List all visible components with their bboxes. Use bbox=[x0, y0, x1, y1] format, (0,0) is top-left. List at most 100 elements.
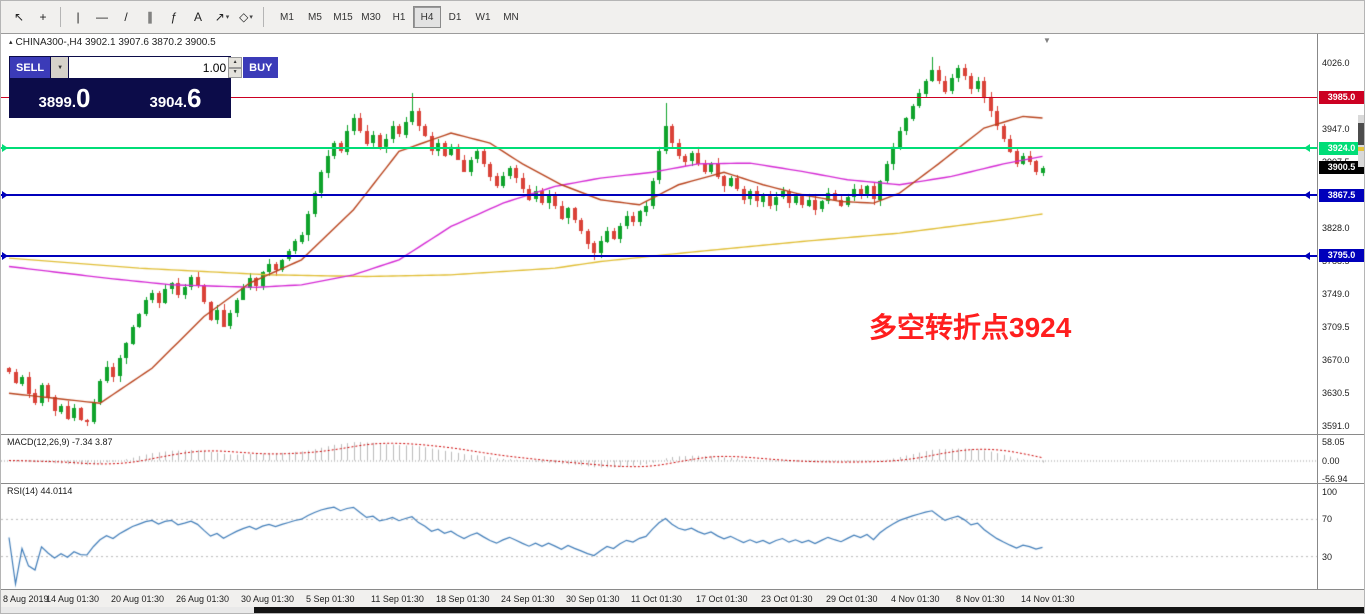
line-end-marker bbox=[2, 144, 8, 152]
timeframe-m30[interactable]: M30 bbox=[361, 11, 381, 23]
time-label: 26 Aug 01:30 bbox=[176, 594, 230, 604]
chart-annotation-text[interactable]: 多空转折点3924 bbox=[869, 312, 1072, 343]
sell-price[interactable]: 3899. 0 bbox=[10, 79, 119, 117]
taskbar-strip bbox=[254, 607, 1364, 613]
line-end-marker bbox=[1304, 191, 1310, 199]
time-label: 8 Aug 2019 bbox=[3, 594, 49, 604]
trade-prices-row: 3899. 0 3904. 6 bbox=[10, 79, 230, 117]
rsi-label: RSI(14) 44.0114 bbox=[7, 486, 73, 496]
timeframe-w1[interactable]: W1 bbox=[475, 11, 491, 23]
dropdown-caret-icon: ▾ bbox=[225, 14, 230, 21]
price-badge-3924.0: 3924.0 bbox=[1319, 142, 1364, 155]
panel-separator[interactable] bbox=[1, 434, 1364, 435]
timeframe-h4[interactable]: H4 bbox=[413, 6, 441, 28]
toolbar: ↖ + | — / ∥ ƒ A ↗ ▾ ◇ ▾ M1 M5 M15 M30 H1 H4 D1 W1 MN bbox=[1, 1, 1364, 34]
ohlc-marker-icon: ▴ bbox=[9, 39, 13, 46]
timeframe-d1[interactable]: D1 bbox=[448, 11, 462, 23]
panel-separator[interactable] bbox=[1, 483, 1364, 484]
volume-up-button[interactable]: ▲ bbox=[228, 57, 243, 68]
price-tick: 4026.0 bbox=[1322, 58, 1350, 68]
bottom-strip bbox=[1, 607, 254, 613]
price-tick: 3947.0 bbox=[1322, 123, 1350, 134]
time-label: 24 Sep 01:30 bbox=[501, 594, 555, 604]
equidistant-channel-icon[interactable]: ∥ bbox=[147, 10, 153, 24]
price-tick: 3749.0 bbox=[1322, 289, 1350, 300]
time-label: 29 Oct 01:30 bbox=[826, 594, 878, 604]
time-label: 17 Oct 01:30 bbox=[696, 594, 748, 604]
shapes-icon[interactable]: ◇ ▾ bbox=[239, 10, 253, 24]
order-type-dropdown[interactable]: ▼ bbox=[51, 57, 69, 78]
price-tick: 3709.5 bbox=[1322, 321, 1350, 332]
price-badge-3985.0: 3985.0 bbox=[1319, 91, 1364, 104]
sell-button[interactable]: SELL bbox=[10, 57, 51, 78]
chart-header: ▴ CHINA300-,H4 3902.1 3907.6 3870.2 3900.… bbox=[9, 37, 216, 48]
time-label: 8 Nov 01:30 bbox=[956, 594, 1005, 604]
rsi-axis-label: 70 bbox=[1322, 514, 1333, 525]
time-label: 5 Sep 01:30 bbox=[306, 594, 355, 604]
timeframe-mn[interactable]: MN bbox=[503, 11, 519, 23]
time-label: 14 Nov 01:30 bbox=[1021, 594, 1075, 604]
rsi-axis-label: 30 bbox=[1322, 551, 1333, 562]
price-tick: 3630.5 bbox=[1322, 387, 1350, 398]
time-label: 4 Nov 01:30 bbox=[891, 594, 940, 604]
horizontal-line-icon[interactable]: — bbox=[96, 10, 108, 24]
time-label: 11 Sep 01:30 bbox=[371, 594, 424, 604]
buy-price-pip: 6 bbox=[187, 83, 202, 113]
timeframe-m15[interactable]: M15 bbox=[333, 11, 353, 23]
price-line-3985.0[interactable] bbox=[1, 97, 1317, 98]
volume-field: ▲ ▼ bbox=[69, 57, 243, 78]
timeframe-h1[interactable]: H1 bbox=[392, 11, 406, 23]
price-tick: 3828.0 bbox=[1322, 223, 1350, 234]
line-end-marker bbox=[2, 252, 8, 260]
time-label: 30 Aug 01:30 bbox=[241, 594, 295, 604]
scrollbar-thumb[interactable] bbox=[1358, 123, 1364, 145]
price-line-3924.0[interactable] bbox=[1, 147, 1317, 149]
arrows-icon[interactable]: ↗ ▾ bbox=[214, 10, 230, 24]
price-line-3867.5[interactable] bbox=[1, 194, 1317, 196]
time-label: 14 Aug 01:30 bbox=[46, 594, 100, 604]
sell-price-pip: 0 bbox=[76, 83, 91, 113]
macd-axis-label: -56.94 bbox=[1322, 474, 1348, 485]
time-label: 20 Aug 01:30 bbox=[111, 594, 165, 604]
trendline-icon[interactable]: / bbox=[124, 10, 128, 24]
macd-panel[interactable] bbox=[1, 435, 1317, 483]
time-axis[interactable]: 8 Aug 2019 14 Aug 01:30 20 Aug 01:30 26 Aug… bbox=[1, 589, 1364, 607]
one-click-trading-widget: SELL ▼ ▲ ▼ BUY 3899.0 3904.6 bbox=[9, 56, 279, 118]
volume-spinner: ▲ ▼ bbox=[228, 57, 243, 78]
time-label: 23 Oct 01:30 bbox=[761, 594, 813, 604]
time-label: 11 Oct 01:30 bbox=[631, 594, 682, 604]
crosshair-icon[interactable]: + bbox=[39, 10, 47, 24]
cursor-icon[interactable]: ↖ bbox=[13, 10, 25, 24]
price-line-3795.0[interactable] bbox=[1, 255, 1317, 257]
price-tick: 3670.0 bbox=[1322, 354, 1350, 365]
volume-input[interactable] bbox=[69, 57, 229, 78]
timeframe-m1[interactable]: M1 bbox=[280, 11, 294, 23]
scroll-to-end-icon[interactable]: ▼ bbox=[1043, 36, 1051, 45]
symbol-ohlc-text: CHINA300-,H4 3902.1 3907.6 3870.2 3900.5 bbox=[15, 37, 216, 48]
timeframe-buttons: M1 M5 M15 M30 H1 H4 D1 W1 MN bbox=[273, 6, 525, 28]
dropdown-caret-icon: ▾ bbox=[249, 14, 253, 21]
chart-area[interactable]: ▴ CHINA300-,H4 3902.1 3907.6 3870.2 3900.… bbox=[1, 34, 1317, 434]
fibonacci-icon[interactable]: ƒ bbox=[170, 10, 178, 24]
buy-price-base: 3904. bbox=[149, 94, 188, 111]
price-axis-separator bbox=[1317, 34, 1318, 607]
text-label-icon[interactable]: A bbox=[193, 10, 202, 24]
time-label: 30 Sep 01:30 bbox=[566, 594, 620, 604]
line-end-marker bbox=[1304, 252, 1310, 260]
rsi-panel[interactable] bbox=[1, 484, 1317, 589]
price-badge-3900.5: 3900.5 bbox=[1319, 161, 1364, 174]
scrollbar-marker bbox=[1358, 147, 1364, 151]
trade-controls-row: SELL ▼ ▲ ▼ BUY bbox=[10, 57, 279, 78]
toolbar-separator bbox=[263, 7, 264, 27]
price-tick: 3591.0 bbox=[1322, 420, 1350, 431]
line-end-marker bbox=[2, 191, 8, 199]
toolbar-separator bbox=[60, 7, 61, 27]
price-badge-3867.5: 3867.5 bbox=[1319, 189, 1364, 202]
volume-down-button[interactable]: ▼ bbox=[228, 67, 243, 78]
buy-button[interactable]: BUY bbox=[243, 57, 279, 78]
timeframe-m5[interactable]: M5 bbox=[308, 11, 322, 23]
buy-price[interactable]: 3904. 6 bbox=[121, 79, 230, 117]
vertical-line-icon[interactable]: | bbox=[76, 10, 80, 24]
vertical-scrollbar[interactable] bbox=[1358, 115, 1364, 167]
